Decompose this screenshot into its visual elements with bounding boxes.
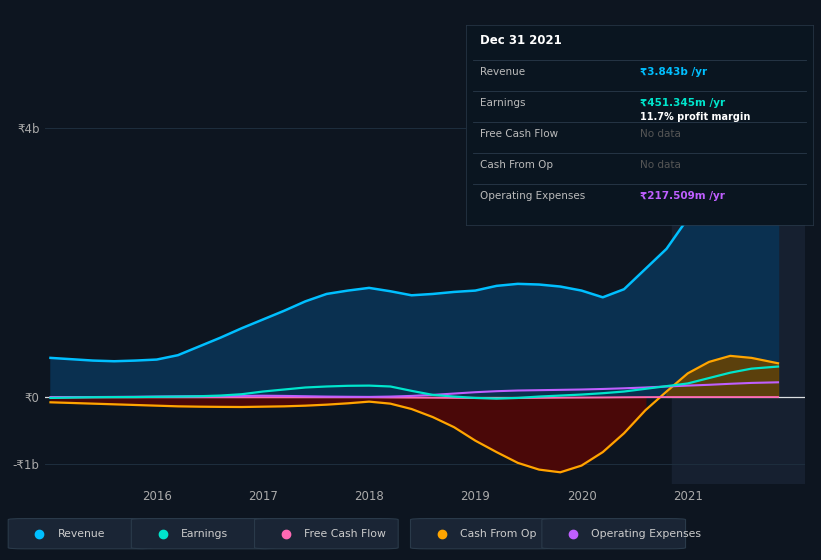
- Text: Free Cash Flow: Free Cash Flow: [480, 129, 558, 139]
- Text: Cash From Op: Cash From Op: [480, 160, 553, 170]
- Text: ₹451.345m /yr: ₹451.345m /yr: [640, 98, 725, 108]
- FancyBboxPatch shape: [542, 519, 686, 549]
- Text: No data: No data: [640, 129, 681, 139]
- Text: Cash From Op: Cash From Op: [460, 529, 536, 539]
- FancyBboxPatch shape: [255, 519, 398, 549]
- Text: Operating Expenses: Operating Expenses: [591, 529, 701, 539]
- FancyBboxPatch shape: [410, 519, 554, 549]
- Text: Earnings: Earnings: [480, 98, 525, 108]
- FancyBboxPatch shape: [8, 519, 152, 549]
- Text: Revenue: Revenue: [57, 529, 105, 539]
- FancyBboxPatch shape: [131, 519, 275, 549]
- Text: Earnings: Earnings: [181, 529, 227, 539]
- Text: 11.7% profit margin: 11.7% profit margin: [640, 112, 750, 122]
- Bar: [672, 101, 805, 484]
- Text: ₹217.509m /yr: ₹217.509m /yr: [640, 191, 724, 201]
- Text: Operating Expenses: Operating Expenses: [480, 191, 585, 201]
- Text: Dec 31 2021: Dec 31 2021: [480, 34, 562, 46]
- Text: Free Cash Flow: Free Cash Flow: [304, 529, 386, 539]
- Text: Revenue: Revenue: [480, 67, 525, 77]
- Text: ₹3.843b /yr: ₹3.843b /yr: [640, 67, 707, 77]
- Text: No data: No data: [640, 160, 681, 170]
